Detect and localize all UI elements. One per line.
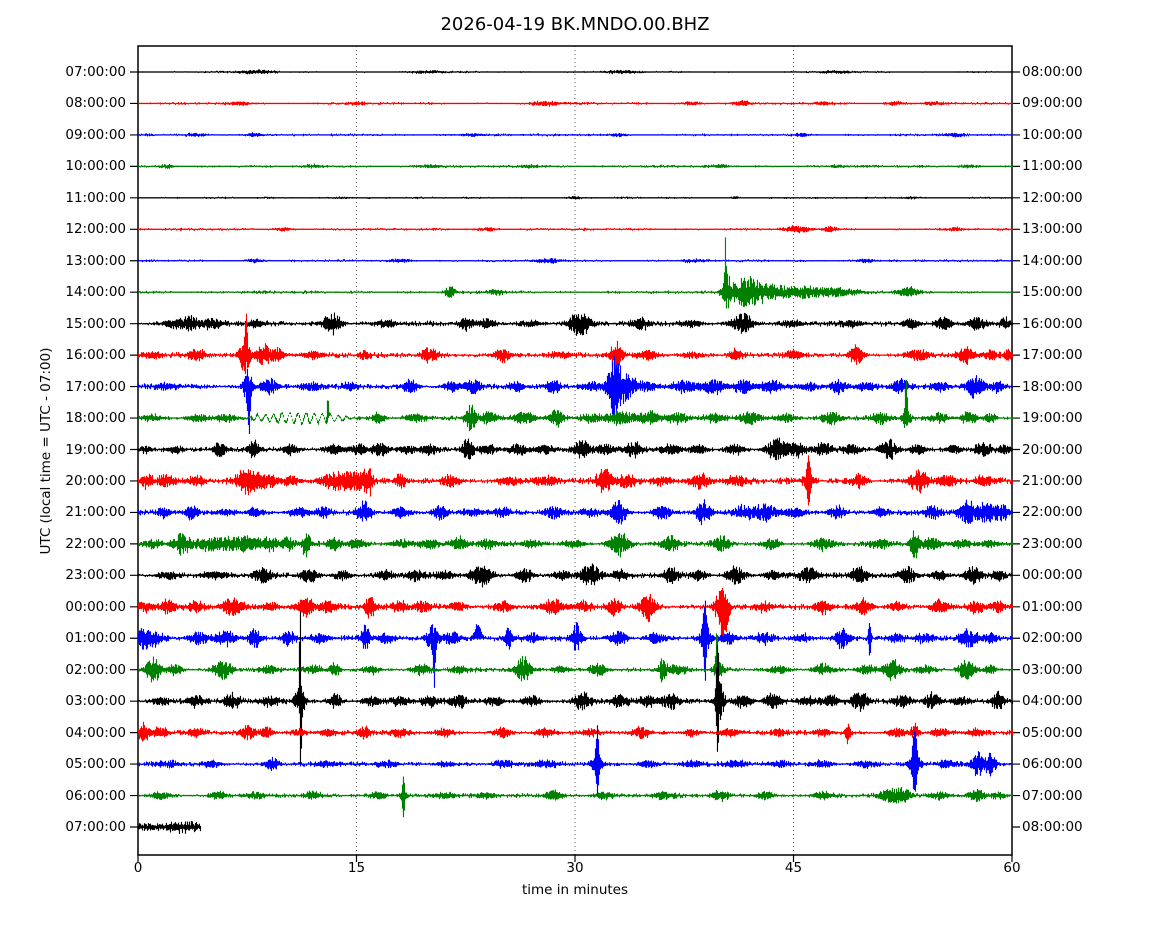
utc-time-label: 14:00:00	[65, 284, 126, 301]
utc-time-label: 17:00:00	[65, 378, 126, 395]
utc-time-label: 02:00:00	[65, 661, 126, 678]
utc-time-label: 08:00:00	[65, 95, 126, 112]
local-time-label: 04:00:00	[1022, 693, 1083, 710]
utc-time-label: 15:00:00	[65, 315, 126, 332]
utc-time-label: 12:00:00	[65, 221, 126, 238]
utc-time-label: 13:00:00	[65, 252, 126, 269]
local-time-label: 15:00:00	[1022, 284, 1083, 301]
local-time-label: 23:00:00	[1022, 535, 1083, 552]
x-tick-label: 60	[1003, 860, 1021, 876]
utc-time-label: 07:00:00	[65, 64, 126, 80]
local-time-label: 09:00:00	[1022, 95, 1083, 112]
local-time-label: 12:00:00	[1022, 189, 1083, 206]
x-axis-title: time in minutes	[521, 882, 629, 898]
local-time-label: 14:00:00	[1022, 252, 1083, 269]
local-time-label: 06:00:00	[1022, 756, 1083, 773]
local-time-label: 13:00:00	[1022, 221, 1083, 238]
local-time-label: 21:00:00	[1022, 472, 1083, 489]
local-time-label: 22:00:00	[1022, 504, 1083, 521]
x-tick-label: 15	[347, 860, 366, 876]
local-time-label: 19:00:00	[1022, 410, 1083, 427]
utc-time-label: 23:00:00	[65, 567, 126, 584]
local-time-label: 10:00:00	[1022, 126, 1083, 143]
x-tick-label: 30	[566, 860, 584, 876]
utc-time-label: 18:00:00	[65, 410, 126, 427]
utc-time-label: 05:00:00	[65, 756, 126, 773]
utc-time-label: 22:00:00	[65, 535, 126, 552]
utc-time-label: 07:00:00	[65, 819, 126, 835]
local-time-label: 08:00:00	[1022, 64, 1083, 80]
local-time-label: 20:00:00	[1022, 441, 1083, 458]
local-time-label: 16:00:00	[1022, 315, 1083, 332]
local-time-label: 01:00:00	[1022, 598, 1083, 615]
utc-time-label: 19:00:00	[65, 441, 126, 458]
utc-time-label: 21:00:00	[65, 504, 126, 521]
utc-time-label: 09:00:00	[65, 126, 126, 143]
utc-time-label: 11:00:00	[65, 189, 126, 206]
local-time-label: 17:00:00	[1022, 347, 1083, 364]
local-time-label: 07:00:00	[1022, 787, 1083, 804]
local-time-label: 03:00:00	[1022, 661, 1083, 678]
chart-title: 2026-04-19 BK.MNDO.00.BHZ	[440, 14, 710, 35]
local-time-label: 02:00:00	[1022, 630, 1083, 647]
local-time-label: 11:00:00	[1022, 158, 1083, 175]
local-time-label: 05:00:00	[1022, 724, 1083, 741]
local-time-label: 18:00:00	[1022, 378, 1083, 395]
utc-time-label: 10:00:00	[65, 158, 126, 175]
utc-time-label: 03:00:00	[65, 693, 126, 710]
utc-time-label: 00:00:00	[65, 598, 126, 615]
utc-time-label: 20:00:00	[65, 472, 126, 489]
local-time-label: 00:00:00	[1022, 567, 1083, 584]
utc-time-label: 16:00:00	[65, 347, 126, 364]
utc-time-label: 01:00:00	[65, 630, 126, 647]
x-tick-label: 45	[784, 860, 803, 876]
x-tick-label: 0	[133, 860, 143, 876]
utc-time-label: 06:00:00	[65, 787, 126, 804]
utc-time-label: 04:00:00	[65, 724, 126, 741]
local-time-label: 08:00:00	[1022, 819, 1083, 835]
